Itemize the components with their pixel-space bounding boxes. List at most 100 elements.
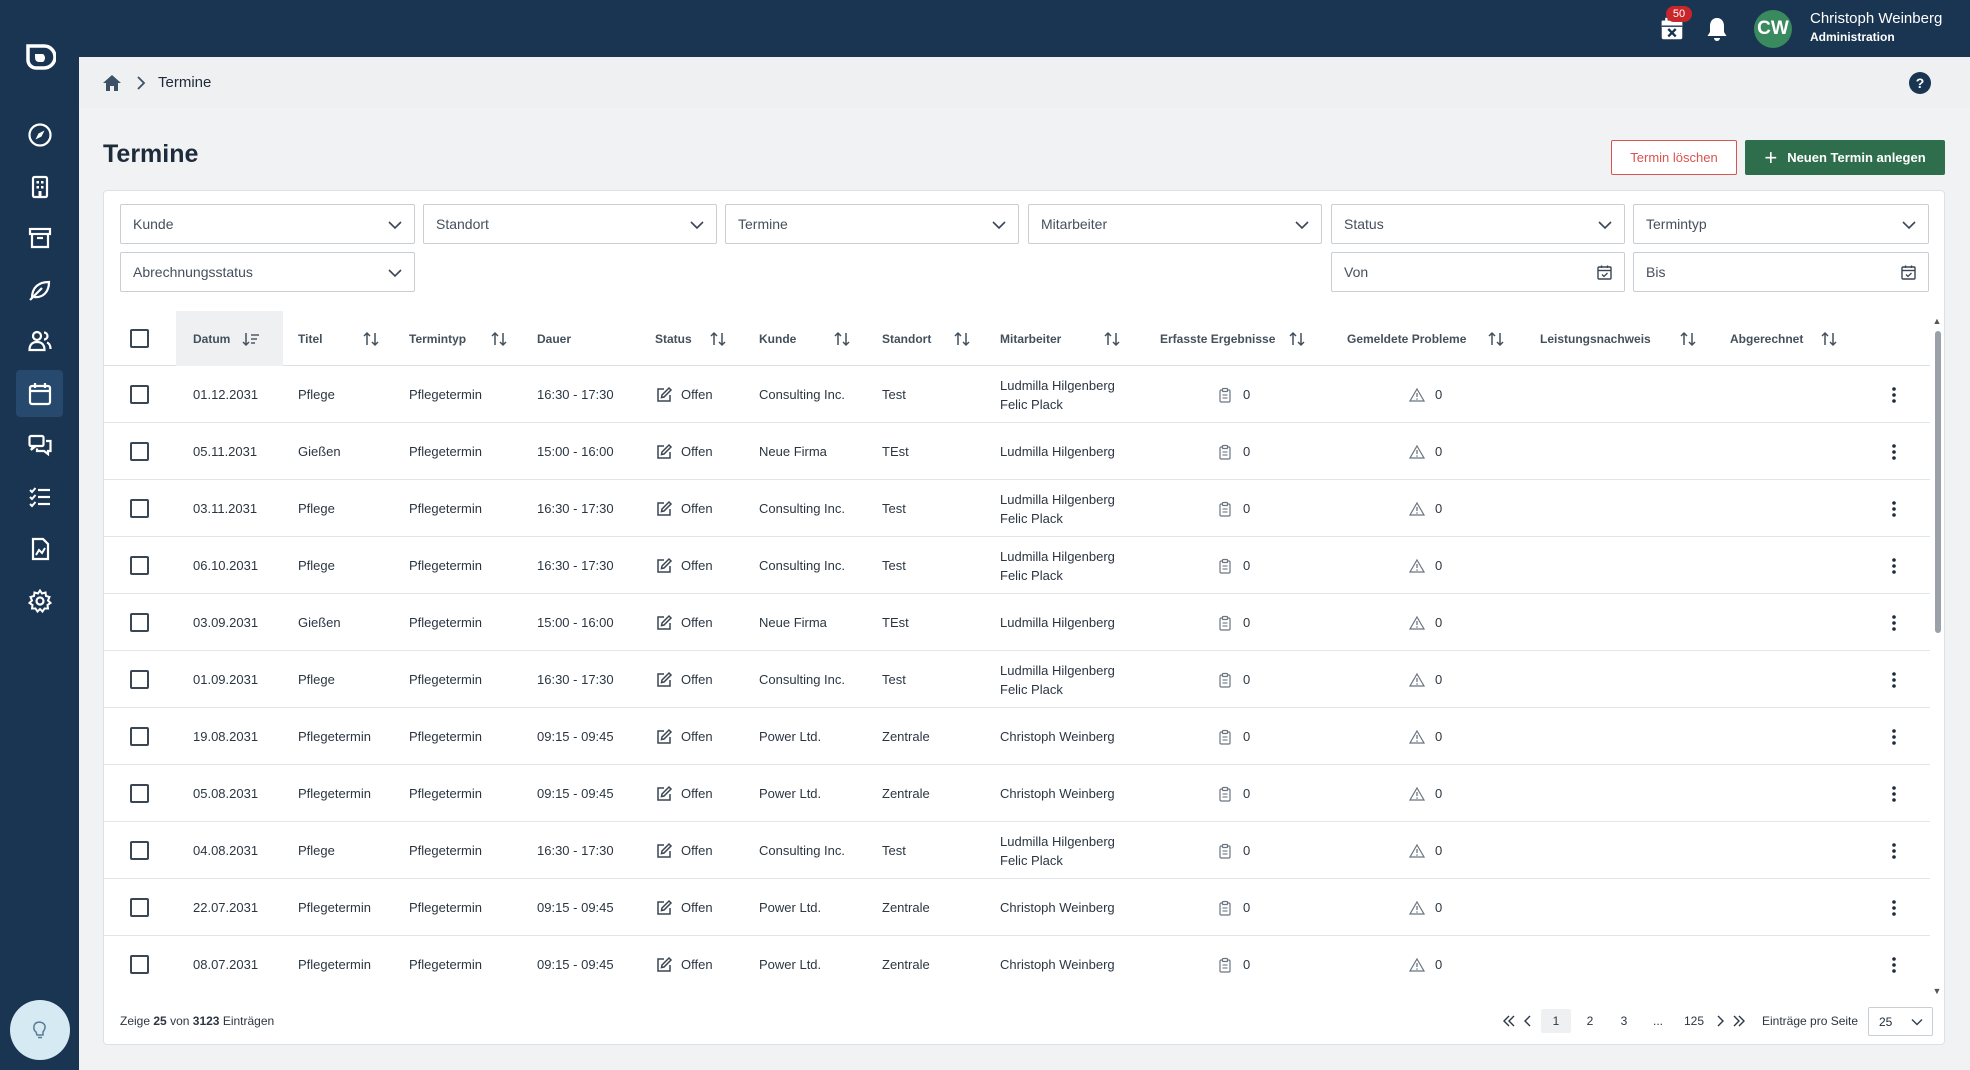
row-checkbox[interactable] — [130, 784, 149, 803]
calendar-icon[interactable] — [1900, 264, 1917, 281]
sidebar-item-locations[interactable] — [16, 163, 63, 210]
perpage-select[interactable]: 25 — [1868, 1007, 1933, 1036]
sidebar-item-settings[interactable] — [16, 577, 63, 624]
column-mitarbeiter[interactable]: Mitarbeiter — [1000, 311, 1130, 366]
row-checkbox[interactable] — [130, 442, 149, 461]
row-checkbox[interactable] — [130, 955, 149, 974]
more-options-icon[interactable] — [1884, 499, 1904, 519]
table-row[interactable]: 05.11.2031 Gießen Pflegetermin 15:00 - 16:0… — [104, 423, 1930, 480]
row-checkbox[interactable] — [130, 499, 149, 518]
column-status[interactable]: Status — [655, 311, 735, 366]
warning-icon — [1409, 558, 1425, 573]
column-kunde[interactable]: Kunde — [759, 311, 859, 366]
app-logo-icon[interactable] — [22, 40, 56, 74]
more-options-icon[interactable] — [1884, 613, 1904, 633]
row-checkbox[interactable] — [130, 898, 149, 917]
cell-standort: Test — [882, 501, 906, 516]
table-row[interactable]: 01.12.2031 Pflege Pflegetermin 16:30 - 17:3… — [104, 366, 1930, 423]
column-termintyp[interactable]: Termintyp — [409, 311, 509, 366]
table-row[interactable]: 03.11.2031 Pflege Pflegetermin 16:30 - 17:3… — [104, 480, 1930, 537]
more-options-icon[interactable] — [1884, 955, 1904, 975]
row-checkbox[interactable] — [130, 727, 149, 746]
more-options-icon[interactable] — [1884, 841, 1904, 861]
chevron-right-icon — [137, 76, 146, 90]
table-row[interactable]: 05.08.2031 Pflegetermin Pflegetermin 09:15 … — [104, 765, 1930, 822]
table-row[interactable]: 08.07.2031 Pflegetermin Pflegetermin 09:15 … — [104, 936, 1930, 986]
scroll-down-arrow[interactable]: ▼ — [1932, 986, 1942, 996]
column-ergebnisse[interactable]: Erfasste Ergebnisse — [1160, 311, 1325, 366]
pager-page-125[interactable]: 125 — [1683, 1014, 1705, 1028]
more-options-icon[interactable] — [1884, 727, 1904, 747]
sidebar-item-tasks[interactable] — [16, 473, 63, 520]
appointments-card: Kunde Standort Termine Mitarbeiter Statu… — [103, 190, 1945, 1045]
table-row[interactable]: 22.07.2031 Pflegetermin Pflegetermin 09:15 … — [104, 879, 1930, 936]
cell-status: Offen — [655, 651, 713, 708]
scrollbar-thumb[interactable] — [1935, 331, 1941, 633]
cell-termintyp: Pflegetermin — [409, 558, 482, 573]
delete-appointment-button[interactable]: Termin löschen — [1611, 140, 1737, 175]
column-dauer[interactable]: Dauer — [537, 311, 617, 366]
filter-abrechnungsstatus[interactable]: Abrechnungsstatus — [120, 252, 415, 292]
select-all-checkbox[interactable] — [130, 329, 149, 348]
scroll-up-arrow[interactable]: ▲ — [1932, 316, 1942, 326]
pager-page-3[interactable]: 3 — [1620, 1014, 1628, 1028]
sidebar-item-archive[interactable] — [16, 214, 63, 261]
pager-prev-icon[interactable] — [1522, 1009, 1534, 1033]
column-datum[interactable]: Datum — [176, 311, 283, 366]
row-checkbox[interactable] — [130, 385, 149, 404]
more-options-icon[interactable] — [1884, 670, 1904, 690]
more-options-icon[interactable] — [1884, 784, 1904, 804]
row-checkbox[interactable] — [130, 556, 149, 575]
row-checkbox[interactable] — [130, 613, 149, 632]
new-appointment-button[interactable]: + Neuen Termin anlegen — [1745, 140, 1945, 175]
column-titel[interactable]: Titel — [298, 311, 379, 366]
date-from-input[interactable]: Von — [1331, 252, 1625, 292]
filter-standort[interactable]: Standort — [423, 204, 717, 244]
column-standort[interactable]: Standort — [882, 311, 982, 366]
more-options-icon[interactable] — [1884, 556, 1904, 576]
table-row[interactable]: 03.09.2031 Gießen Pflegetermin 15:00 - 16:0… — [104, 594, 1930, 651]
sort-desc-icon — [242, 332, 260, 346]
filter-kunde[interactable]: Kunde — [120, 204, 415, 244]
cell-titel: Pflege — [298, 387, 335, 402]
sidebar-item-appointments[interactable] — [16, 370, 63, 417]
cell-probleme: 0 — [1409, 537, 1442, 594]
filter-status[interactable]: Status — [1331, 204, 1625, 244]
probleme-count: 0 — [1435, 957, 1443, 972]
more-options-icon[interactable] — [1884, 385, 1904, 405]
filter-mitarbeiter[interactable]: Mitarbeiter — [1028, 204, 1322, 244]
pager-next-icon[interactable] — [1714, 1009, 1726, 1033]
table-row[interactable]: 06.10.2031 Pflege Pflegetermin 16:30 - 17:3… — [104, 537, 1930, 594]
column-abgerechnet[interactable]: Abgerechnet — [1730, 311, 1850, 366]
sidebar-item-dashboard[interactable] — [16, 111, 63, 158]
home-icon[interactable] — [101, 72, 123, 94]
more-options-icon[interactable] — [1884, 442, 1904, 462]
table-row[interactable]: 01.09.2031 Pflege Pflegetermin 16:30 - 17:3… — [104, 651, 1930, 708]
sidebar-item-users[interactable] — [16, 317, 63, 364]
table-row[interactable]: 04.08.2031 Pflege Pflegetermin 16:30 - 17:3… — [104, 822, 1930, 879]
table-row[interactable]: 19.08.2031 Pflegetermin Pflegetermin 09:15 … — [104, 708, 1930, 765]
row-checkbox[interactable] — [130, 841, 149, 860]
filter-standort-label: Standort — [436, 216, 489, 232]
sidebar-item-reports[interactable] — [16, 525, 63, 572]
help-icon[interactable]: ? — [1909, 72, 1931, 94]
sidebar-item-plants[interactable] — [16, 266, 63, 313]
column-leistungsnachweis[interactable]: Leistungsnachweis — [1540, 311, 1696, 366]
sidebar-item-messages[interactable] — [16, 421, 63, 468]
date-to-input[interactable]: Bis — [1633, 252, 1929, 292]
user-menu[interactable]: Christoph Weinberg Administration — [1810, 10, 1942, 46]
calendar-icon[interactable] — [1596, 264, 1613, 281]
pager-page-1[interactable]: 1 — [1541, 1009, 1571, 1033]
avatar[interactable]: CW — [1754, 10, 1792, 48]
filter-termine[interactable]: Termine — [725, 204, 1019, 244]
row-checkbox[interactable] — [130, 670, 149, 689]
filter-termintyp[interactable]: Termintyp — [1633, 204, 1929, 244]
column-probleme[interactable]: Gemeldete Probleme — [1347, 311, 1512, 366]
pager-page-2[interactable]: 2 — [1586, 1014, 1594, 1028]
help-button[interactable] — [10, 1000, 70, 1060]
more-options-icon[interactable] — [1884, 898, 1904, 918]
bell-icon[interactable] — [1703, 15, 1731, 43]
pager-last-icon[interactable] — [1732, 1009, 1746, 1033]
cell-ergebnisse: 0 — [1217, 708, 1250, 765]
pager-first-icon[interactable] — [1502, 1009, 1516, 1033]
